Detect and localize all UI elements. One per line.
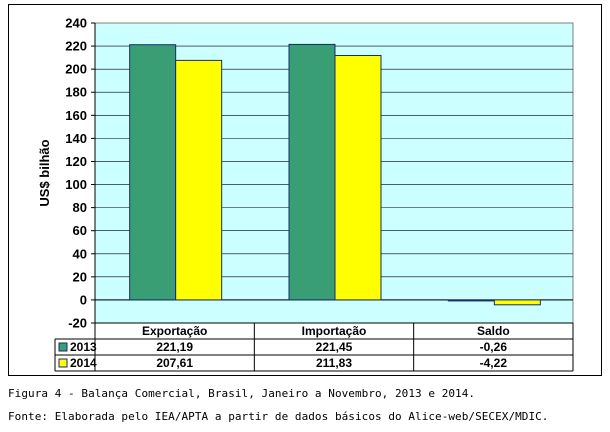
- legend-swatch-2014: [58, 358, 68, 368]
- chart-frame: -20 0 20 40 60 80 100 120 140 160 180 200 220 240 US$ …: [8, 4, 602, 376]
- category-label: Exportação: [142, 324, 207, 338]
- bar-2013-3: [447, 299, 495, 302]
- bar-chart: -20 0 20 40 60 80 100 120 140 160 180 200 220 240 US$ …: [37, 16, 574, 372]
- y-tick-label: 40: [73, 246, 87, 261]
- source-caption: Fonte: Elaborada pelo IEA/APTA a partir …: [8, 410, 549, 423]
- y-tick-label: 220: [65, 39, 87, 54]
- category-label: Importação: [302, 324, 367, 338]
- data-label: 207,61: [156, 356, 193, 370]
- y-tick-label: 0: [80, 292, 87, 307]
- y-tick-label: 140: [65, 131, 87, 146]
- data-label: -4,22: [480, 356, 508, 370]
- y-tick-label: -20: [68, 316, 87, 331]
- y-tick-label: 120: [65, 154, 87, 169]
- category-label: Saldo: [477, 324, 510, 338]
- y-tick-label: 160: [65, 108, 87, 123]
- legend-swatch-2013: [58, 342, 68, 352]
- y-axis-title: US$ bilhão: [37, 139, 52, 206]
- bar-2014-1: [175, 59, 223, 301]
- data-label: 221,45: [316, 340, 353, 354]
- data-label: 211,83: [316, 356, 352, 370]
- y-tick-label: 200: [65, 62, 87, 77]
- data-label: 221,19: [156, 340, 193, 354]
- figure-caption: Figura 4 - Balança Comercial, Brasil, Ja…: [8, 387, 476, 400]
- legend-label-2014: 2014: [70, 356, 97, 370]
- y-tick-label: 80: [73, 200, 87, 215]
- bar-2014-3: [493, 299, 541, 306]
- bar-2013-2: [288, 43, 336, 301]
- bar-2014-2: [334, 55, 382, 301]
- data-label: -0,26: [480, 340, 508, 354]
- y-tick-label: 180: [65, 85, 87, 100]
- y-tick-label: 240: [65, 16, 87, 31]
- bar-2013-1: [129, 44, 177, 301]
- y-tick-label: 60: [73, 223, 87, 238]
- y-tick-label: 100: [65, 177, 87, 192]
- legend-label-2013: 2013: [70, 340, 97, 354]
- y-tick-label: 20: [73, 269, 87, 284]
